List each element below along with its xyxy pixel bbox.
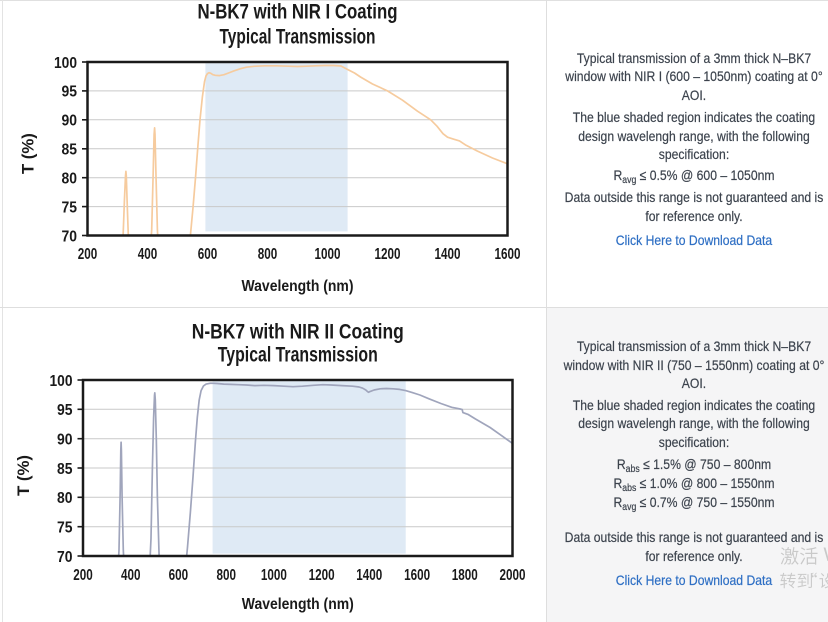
- svg-text:70: 70: [57, 549, 73, 566]
- svg-text:T (%): T (%): [15, 455, 33, 496]
- svg-text:75: 75: [57, 520, 73, 537]
- svg-text:80: 80: [62, 171, 78, 188]
- svg-text:T (%): T (%): [20, 133, 38, 174]
- svg-text:1800: 1800: [452, 567, 478, 584]
- svg-text:100: 100: [54, 55, 77, 72]
- svg-text:1000: 1000: [261, 567, 287, 584]
- svg-text:85: 85: [57, 461, 73, 478]
- svg-text:600: 600: [198, 246, 218, 263]
- svg-text:1400: 1400: [356, 567, 382, 584]
- svg-text:1000: 1000: [315, 246, 341, 263]
- svg-text:N-BK7 with NIR II Coating: N-BK7 with NIR II Coating: [192, 321, 404, 344]
- svg-text:1600: 1600: [495, 246, 521, 263]
- svg-text:85: 85: [62, 142, 78, 159]
- svg-text:Typical Transmission: Typical Transmission: [220, 26, 376, 49]
- svg-text:800: 800: [216, 567, 236, 584]
- svg-text:600: 600: [169, 567, 189, 584]
- svg-text:800: 800: [258, 246, 278, 263]
- svg-text:1400: 1400: [435, 246, 461, 263]
- svg-text:95: 95: [57, 402, 73, 419]
- svg-text:70: 70: [62, 228, 78, 245]
- svg-text:Wavelength (nm): Wavelength (nm): [242, 278, 354, 295]
- svg-text:1200: 1200: [309, 567, 335, 584]
- svg-text:1600: 1600: [404, 567, 430, 584]
- svg-text:N-BK7 with NIR I Coating: N-BK7 with NIR I Coating: [198, 1, 398, 24]
- svg-text:95: 95: [62, 84, 78, 101]
- svg-text:400: 400: [121, 567, 141, 584]
- svg-text:75: 75: [62, 199, 78, 216]
- svg-text:2000: 2000: [500, 567, 526, 584]
- svg-text:1200: 1200: [375, 246, 401, 263]
- svg-text:90: 90: [57, 432, 73, 449]
- svg-text:Wavelength (nm): Wavelength (nm): [242, 596, 354, 613]
- svg-text:Typical Transmission: Typical Transmission: [218, 344, 378, 367]
- svg-text:200: 200: [78, 246, 98, 263]
- svg-text:200: 200: [73, 567, 93, 584]
- svg-text:400: 400: [138, 246, 158, 263]
- svg-text:80: 80: [57, 490, 73, 507]
- svg-text:100: 100: [50, 373, 73, 390]
- svg-text:W: W: [824, 545, 828, 566]
- svg-text:90: 90: [62, 113, 78, 130]
